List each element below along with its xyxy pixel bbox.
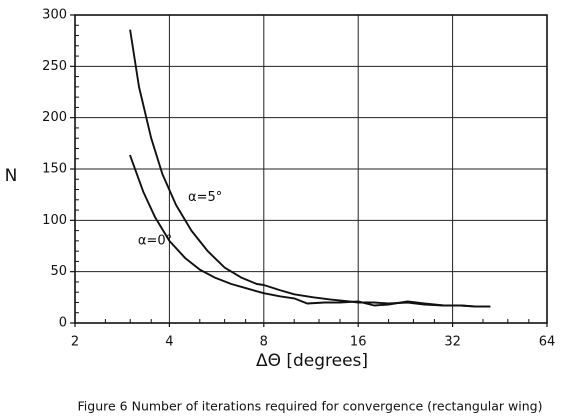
major-ticks (70, 14, 548, 327)
x-tick-label: 32 (444, 335, 461, 350)
y-tick-labels: 0 50 100 150 200 250 300 (42, 8, 67, 331)
x-tick-label: 8 (260, 335, 268, 350)
y-tick-label: 200 (42, 110, 67, 125)
x-tick-label: 2 (71, 335, 79, 350)
y-tick-label: 150 (42, 162, 67, 177)
series-line-alpha-0 (129, 154, 491, 308)
y-tick-label: 250 (42, 59, 67, 74)
y-tick-label: 0 (59, 316, 67, 331)
x-tick-labels: 2 4 8 16 32 64 (71, 335, 555, 350)
y-tick-label: 300 (42, 8, 67, 23)
y-tick-label: 50 (50, 264, 67, 279)
minor-ticks (75, 24, 530, 323)
plot-frame (74, 14, 548, 324)
series-line-alpha-5 (129, 29, 491, 308)
series-annotation: α=5° (188, 190, 222, 205)
annotations: α=5° α=0° (138, 190, 222, 248)
figure-caption: Figure 6 Number of iterations required f… (78, 399, 543, 414)
x-tick-label: 16 (350, 335, 367, 350)
series-annotation: α=0° (138, 233, 172, 248)
x-tick-label: 4 (165, 335, 173, 350)
y-axis-title: N (5, 166, 18, 186)
y-tick-label: 100 (42, 213, 67, 228)
x-tick-label: 64 (539, 335, 556, 350)
grid-lines (75, 15, 547, 323)
series-lines (129, 29, 491, 308)
x-axis-title: ΔΘ [degrees] (256, 351, 368, 371)
